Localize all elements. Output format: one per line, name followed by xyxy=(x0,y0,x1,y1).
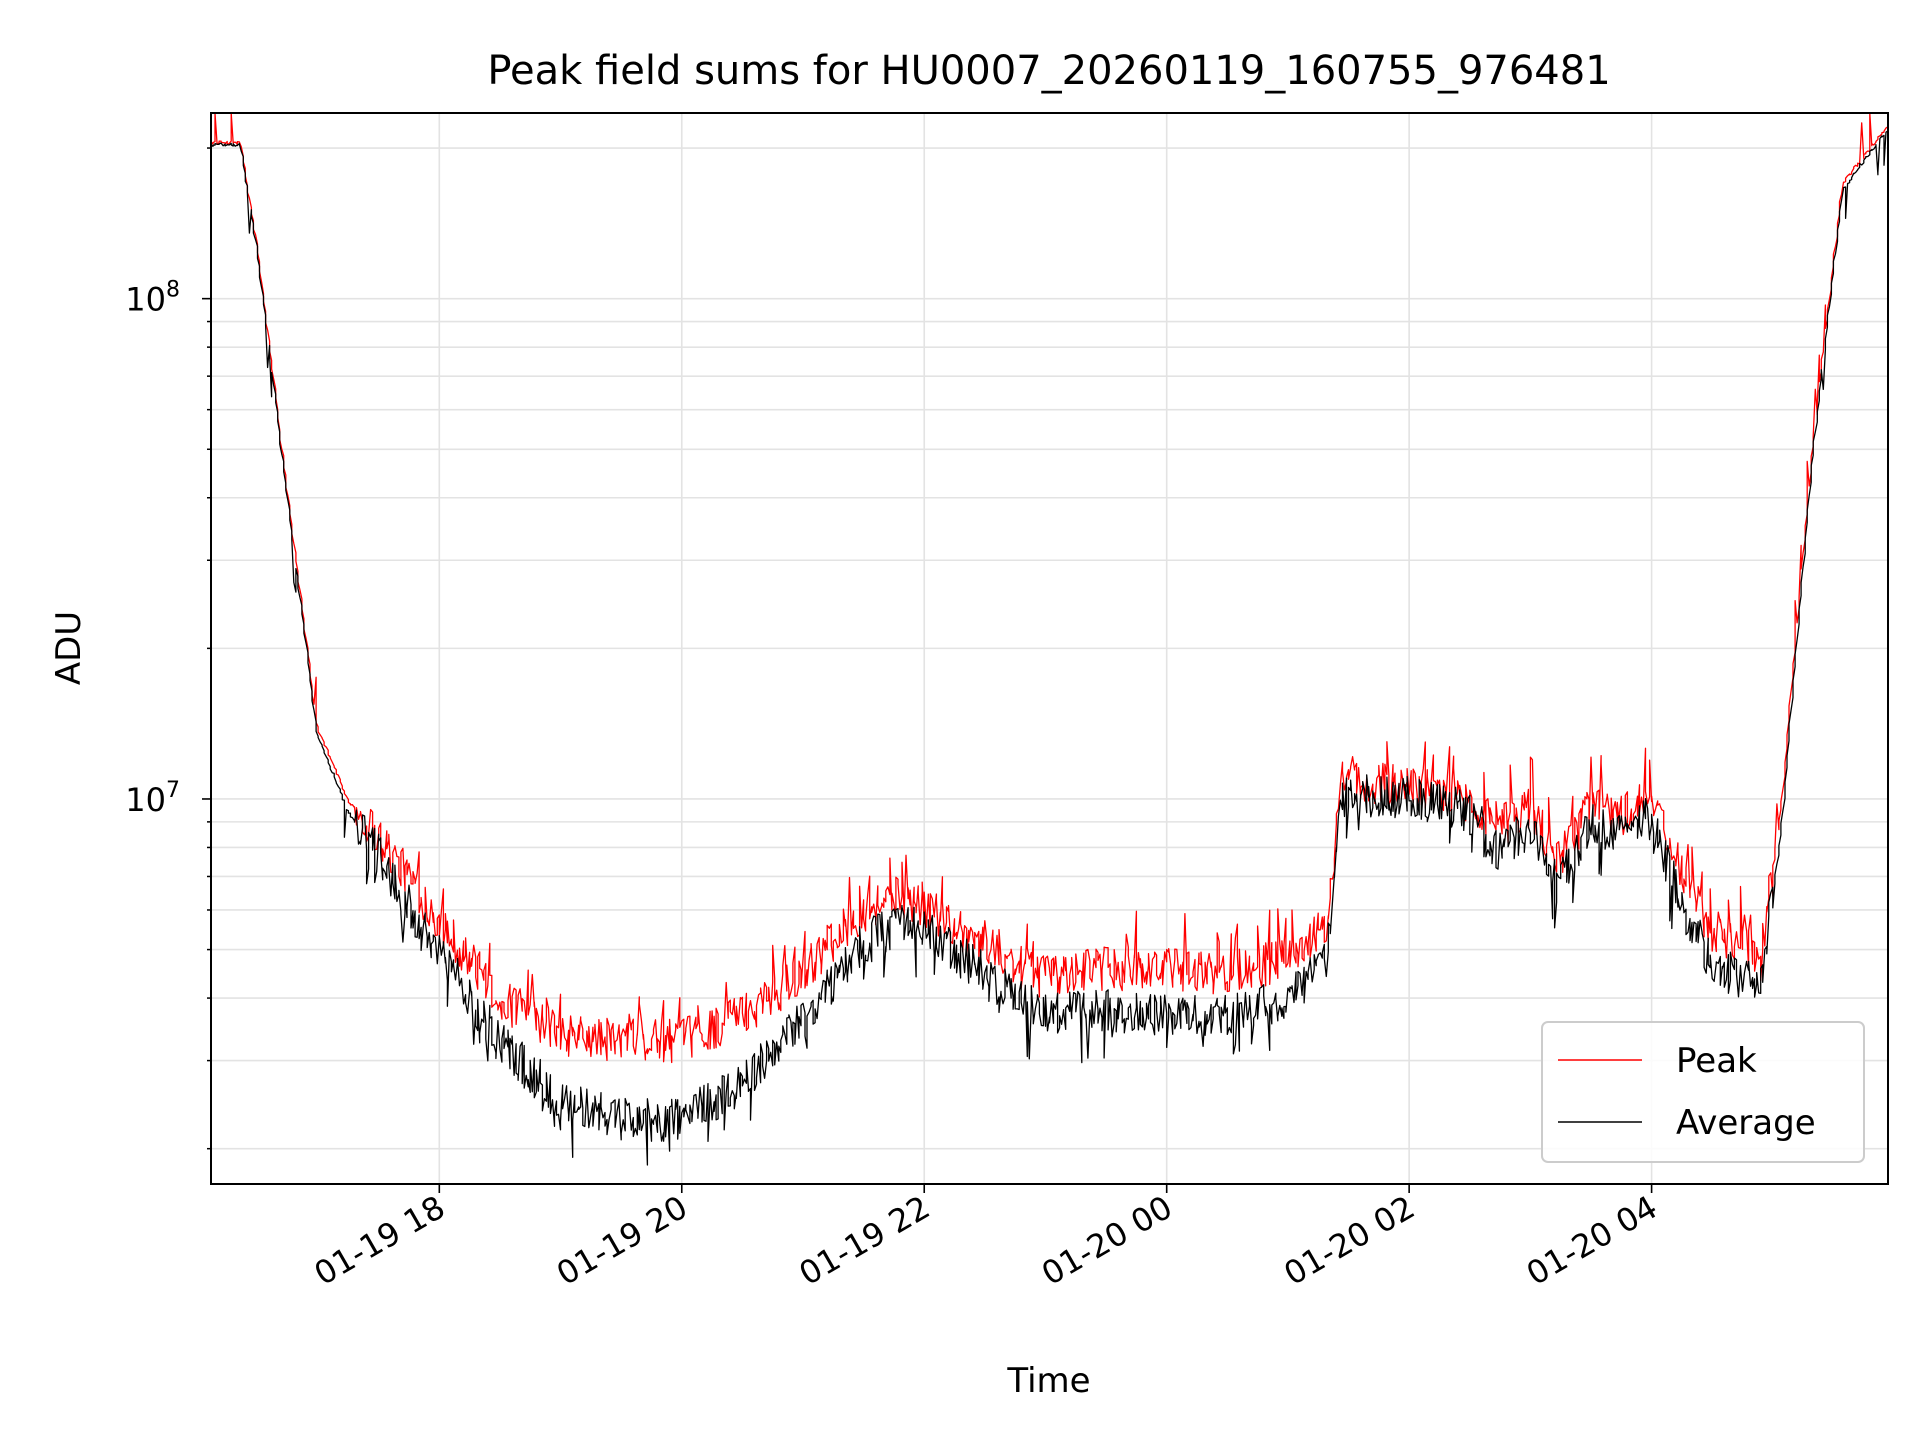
x-axis-label: Time xyxy=(1006,1361,1090,1401)
legend-label-peak: Peak xyxy=(1676,1041,1757,1081)
y-tick-label: 107 xyxy=(125,778,180,819)
series-line-peak xyxy=(210,112,1889,1064)
y-tick-base: 10 xyxy=(125,781,166,819)
y-tick-label: 108 xyxy=(125,278,180,319)
series-line-average xyxy=(210,130,1889,1166)
y-axis-label: ADU xyxy=(49,611,89,685)
y-tick-exponent: 7 xyxy=(166,778,180,803)
chart-title: Peak field sums for HU0007_20260119_1607… xyxy=(487,48,1610,94)
plot-series xyxy=(210,112,1889,1166)
legend-label-average: Average xyxy=(1676,1103,1816,1143)
y-tick-exponent: 8 xyxy=(166,278,180,303)
grid-lines xyxy=(211,113,1888,1184)
legend-box xyxy=(1541,1021,1865,1163)
legend: Peak Average xyxy=(1541,1021,1865,1163)
y-tick-base: 10 xyxy=(125,281,166,319)
